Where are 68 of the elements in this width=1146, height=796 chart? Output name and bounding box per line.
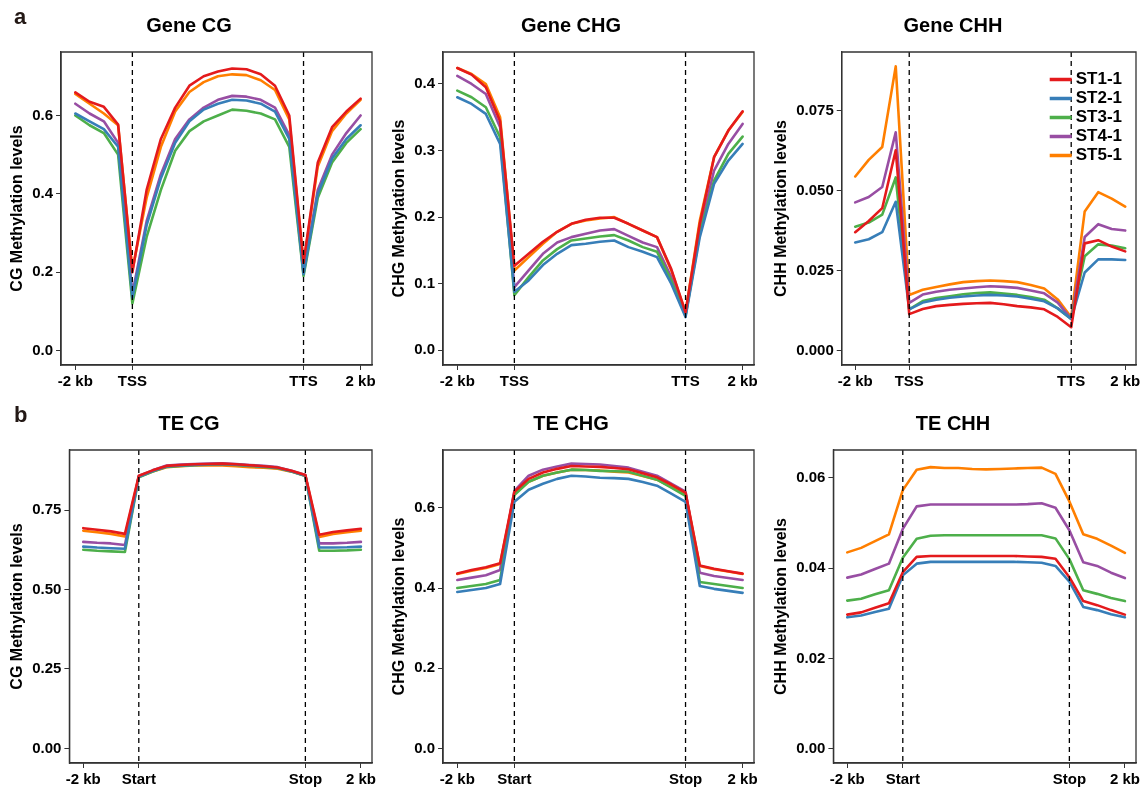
legend-label: ST1-1: [1075, 69, 1122, 89]
y-tick-label: 0.3: [414, 140, 436, 158]
x-tick-label: 2 kb: [345, 372, 376, 390]
y-tick-label: 0.2: [414, 207, 436, 225]
x-tick-label: -2 kb: [439, 372, 475, 390]
x-tick-label: 2 kb: [345, 770, 376, 788]
y-tick-label: 0.00: [796, 738, 826, 756]
x-tick-label: TSS: [117, 372, 147, 390]
x-tick-label: -2 kb: [829, 770, 865, 788]
legend-label: ST5-1: [1075, 145, 1122, 165]
y-axis-title: CHG Methylation levels: [390, 119, 408, 298]
y-tick-label: 0.4: [414, 578, 436, 596]
x-tick-label: TTS: [1057, 372, 1086, 390]
y-tick-label: 0.75: [32, 500, 62, 518]
chart-title: TE CG: [158, 411, 220, 434]
x-tick-label: -2 kb: [57, 372, 93, 390]
x-tick-label: Stop: [288, 770, 323, 788]
x-tick-label: -2 kb: [65, 770, 101, 788]
legend-label: ST4-1: [1075, 126, 1122, 146]
legend-label: ST3-1: [1075, 107, 1122, 127]
y-tick-label: 0.02: [796, 648, 826, 666]
x-tick-label: 2 kb: [727, 372, 758, 390]
x-tick-label: Start: [121, 770, 156, 788]
chart-title: TE CHH: [915, 411, 991, 434]
y-axis-title: CHH Methylation levels: [772, 517, 790, 695]
y-tick-label: 0.06: [796, 468, 826, 486]
x-tick-label: 2 kb: [1110, 372, 1141, 390]
chart-title: Gene CHG: [520, 13, 622, 36]
y-tick-label: 0.0: [414, 340, 436, 358]
y-tick-label: 0.025: [796, 260, 834, 278]
x-tick-label: TSS: [894, 372, 924, 390]
x-tick-label: TTS: [289, 372, 318, 390]
chart-title: TE CHG: [533, 411, 609, 434]
x-tick-label: TSS: [499, 372, 529, 390]
y-tick-label: 0.050: [796, 180, 834, 198]
y-axis-title: CG Methylation levels: [8, 523, 26, 690]
y-tick-label: 0.0: [414, 738, 436, 756]
y-tick-label: 0.2: [414, 658, 436, 676]
x-tick-label: -2 kb: [439, 770, 475, 788]
x-tick-label: TTS: [671, 372, 700, 390]
y-tick-label: 0.000: [796, 340, 834, 358]
y-axis-title: CHH Methylation levels: [772, 119, 790, 297]
x-tick-label: 2 kb: [1109, 770, 1140, 788]
y-axis-title: CHG Methylation levels: [390, 517, 408, 696]
y-tick-label: 0.25: [32, 659, 62, 677]
y-tick-label: 0.6: [32, 105, 54, 123]
legend-label: ST2-1: [1075, 88, 1122, 108]
y-tick-label: 0.0: [32, 340, 54, 358]
x-tick-label: Start: [885, 770, 920, 788]
x-tick-label: 2 kb: [727, 770, 758, 788]
chart-title: Gene CHH: [903, 13, 1003, 36]
y-tick-label: 0.00: [32, 738, 62, 756]
y-tick-label: 0.04: [796, 558, 827, 576]
y-tick-label: 0.4: [414, 74, 436, 92]
y-axis-title: CG Methylation levels: [8, 125, 26, 292]
x-tick-label: -2 kb: [837, 372, 873, 390]
text: b: [14, 402, 28, 428]
chart-title: Gene CG: [146, 13, 232, 36]
x-tick-label: Stop: [1052, 770, 1087, 788]
text: a: [14, 4, 27, 30]
y-tick-label: 0.50: [32, 579, 62, 597]
y-tick-label: 0.2: [32, 262, 54, 280]
y-tick-label: 0.4: [32, 183, 54, 201]
y-tick-label: 0.075: [796, 100, 834, 118]
y-tick-label: 0.6: [414, 497, 436, 515]
y-tick-label: 0.1: [414, 273, 436, 291]
x-tick-label: Stop: [668, 770, 703, 788]
x-tick-label: Start: [497, 770, 532, 788]
